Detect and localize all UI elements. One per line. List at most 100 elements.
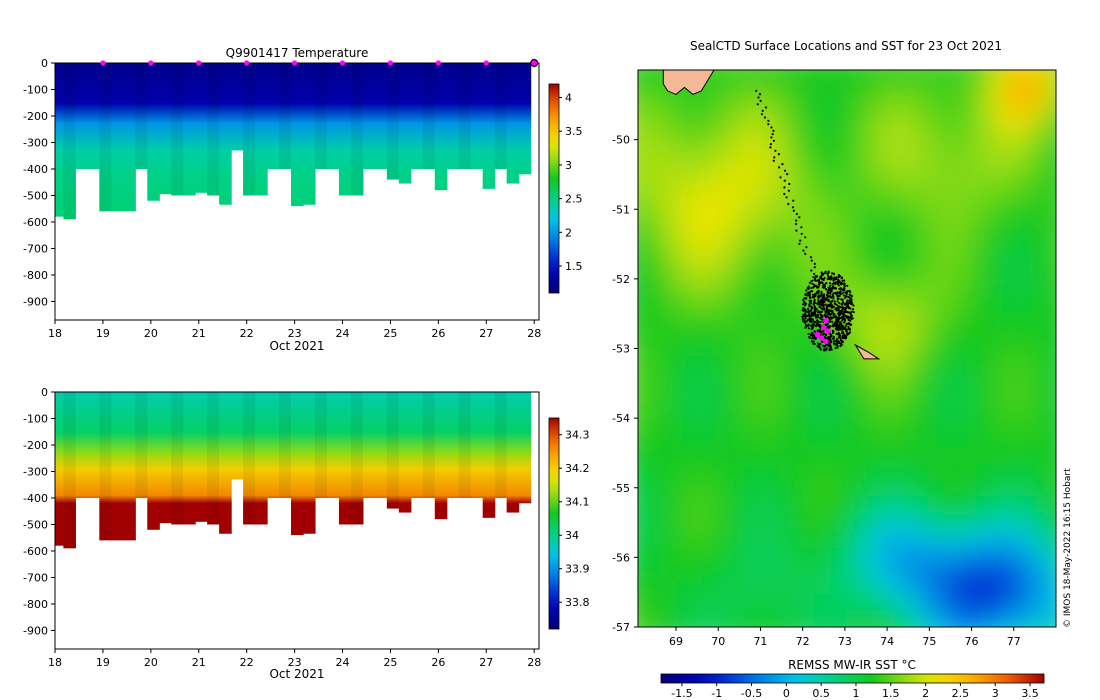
seal-track-dot (777, 153, 781, 156)
sst-cell (718, 545, 736, 563)
sst-cell (750, 545, 768, 563)
sst-cell (638, 495, 639, 514)
sst-cell (927, 266, 945, 284)
sst-cell (879, 135, 897, 153)
sst-cell (830, 86, 848, 104)
seal-track-dot (804, 317, 807, 320)
sst-cell (654, 332, 672, 350)
temperature-profile-column (398, 63, 412, 184)
sst-cell (782, 299, 800, 317)
sst-cell (847, 463, 865, 481)
sst-cell (1007, 512, 1025, 530)
sst-cell (750, 70, 768, 88)
sst-cell (1056, 381, 1073, 398)
map-lon-tick-label: 71 (753, 635, 767, 648)
seal-track-dot (831, 283, 834, 286)
sst-cell (702, 201, 720, 219)
sst-cell (927, 201, 945, 219)
seal-track-dot (846, 303, 850, 306)
seal-track-dot (821, 278, 824, 281)
seal-track-dot (828, 336, 831, 340)
seal-track-dot (840, 283, 843, 286)
sst-cell (654, 233, 672, 252)
sst-cell (734, 299, 752, 317)
seal-track-dot (840, 342, 843, 345)
profile-marker (100, 60, 106, 66)
sst-cell (847, 217, 865, 235)
seal-track-dot (808, 281, 811, 284)
sst-map-lon-ticks: 69 70 71 72 73 74 75 76 77 (669, 627, 1021, 648)
seal-track-dot (822, 306, 825, 309)
sst-cell (702, 135, 720, 153)
sst-cell (1023, 70, 1041, 71)
sst-cell (863, 512, 881, 530)
salinity-profile-column (314, 392, 328, 498)
seal-track-dot (770, 136, 773, 139)
sst-cell (895, 151, 913, 170)
temperature-profile-markers (100, 58, 539, 68)
sst-cell (814, 233, 832, 252)
seal-track-dot (850, 303, 853, 306)
profile-marker (339, 60, 346, 66)
seal-track-dot (840, 312, 844, 315)
seal-track-dot (841, 279, 844, 282)
seal-track-dot (783, 186, 786, 189)
sst-cell (638, 70, 656, 71)
seal-track-dot (849, 307, 852, 310)
sst-cell (830, 479, 848, 497)
sst-cell (1039, 397, 1056, 415)
seal-track-dot (824, 310, 827, 313)
sst-cell (782, 315, 800, 334)
sst-cell (670, 430, 688, 448)
seal-track-dot (825, 298, 828, 301)
sst-cell (670, 135, 688, 153)
sst-cell (879, 184, 897, 203)
seal-track-dot (811, 282, 814, 285)
sst-cell (1023, 119, 1041, 137)
sst-cell (1007, 463, 1025, 481)
seal-track-dot (843, 279, 846, 282)
sst-cell (702, 233, 720, 252)
sst-cell (1039, 70, 1056, 71)
seal-track-dot (787, 202, 790, 206)
sst-cell (1056, 267, 1073, 284)
sst-cell (766, 528, 784, 547)
sst-cell (718, 233, 736, 252)
sst-cell (1023, 594, 1041, 612)
sst-cell (943, 545, 961, 563)
sst-cell (991, 135, 1009, 153)
seal-track-dot (802, 317, 805, 320)
temperature-profile-column (386, 63, 400, 180)
sst-cell (782, 217, 800, 235)
seal-track-dot (827, 276, 831, 279)
seal-track-dot (845, 291, 848, 294)
sst-cell (1007, 201, 1025, 219)
sst-cell (654, 414, 672, 432)
temperature-profile-column (159, 63, 172, 195)
sst-cell (911, 315, 929, 334)
sst-cell (766, 233, 784, 252)
seal-track-dot (850, 298, 853, 301)
map-lat-tick-label: -51 (612, 203, 630, 216)
seal-track-dot (811, 279, 814, 282)
salinity-profile-column (518, 392, 532, 504)
sst-cell (718, 495, 736, 514)
seal-track-dot (813, 323, 816, 326)
sst-cell (670, 266, 688, 284)
sst-cell (734, 479, 752, 497)
sst-cell (1056, 201, 1073, 218)
seal-track-dot (807, 332, 810, 335)
sst-cell (798, 577, 816, 596)
profile-marker (530, 58, 539, 68)
sst-cell (814, 102, 832, 121)
sst-cell (991, 70, 1009, 88)
sst-colorbar (660, 673, 1045, 684)
sst-cell (830, 528, 848, 547)
sst-cell (750, 610, 768, 627)
sst-cell (750, 364, 768, 383)
sst-cell (1039, 135, 1056, 153)
sst-cell (911, 495, 929, 514)
seal-track-dot (772, 139, 776, 142)
seal-track-dot (817, 299, 820, 302)
sst-cell (1039, 250, 1056, 268)
